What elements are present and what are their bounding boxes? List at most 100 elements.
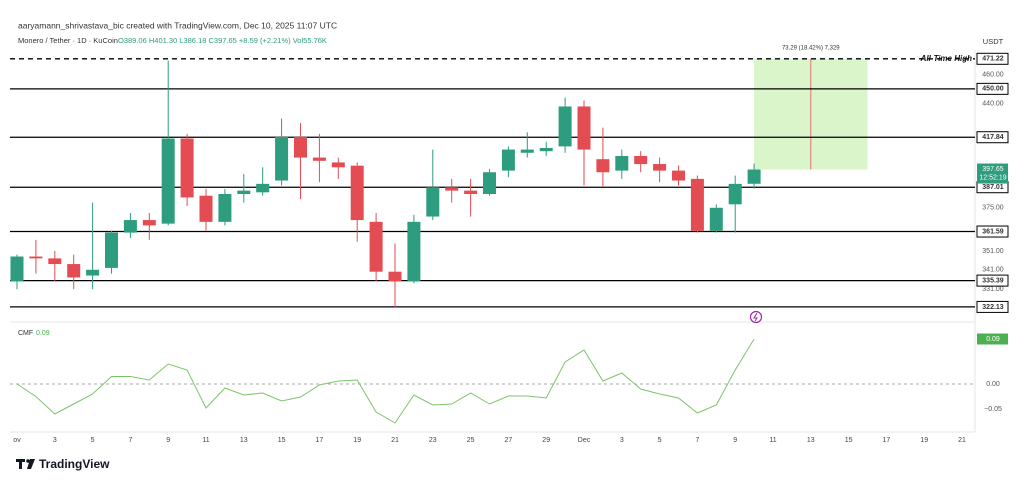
y-tick-label: 460.00 xyxy=(982,71,1004,78)
x-tick-label: 21 xyxy=(958,437,966,444)
x-tick-label: 3 xyxy=(53,437,57,444)
x-tick-label: 29 xyxy=(542,437,550,444)
x-tick-label: 19 xyxy=(353,437,361,444)
x-tick-label: ov xyxy=(13,437,21,444)
level-box xyxy=(976,274,1009,287)
ohlc: O389.06 H401.30 L386.18 C397.65 +8.59 (+… xyxy=(118,36,327,45)
candle-body xyxy=(256,183,270,193)
candle-body xyxy=(728,183,742,205)
candle-body xyxy=(10,256,24,282)
candle-body xyxy=(388,271,402,282)
cmf-value-box xyxy=(977,333,1008,345)
x-tick-label: 7 xyxy=(128,437,132,444)
candle-body xyxy=(464,190,478,195)
cmf-value-label: 0.09 xyxy=(986,336,1000,343)
candle-body xyxy=(634,155,648,165)
x-tick-label: 13 xyxy=(240,437,248,444)
brand: TradingView xyxy=(39,457,110,471)
level-box xyxy=(976,52,1009,65)
candle-body xyxy=(407,221,421,282)
x-tick-label: 15 xyxy=(278,437,286,444)
currency: USDT xyxy=(983,37,1004,46)
candle-body xyxy=(29,256,43,259)
candle-body xyxy=(275,136,289,181)
candle-body xyxy=(67,264,81,278)
candle-body xyxy=(218,194,232,222)
last-price-label: 397.65 xyxy=(982,166,1004,173)
x-tick-label: 19 xyxy=(920,437,928,444)
candle-body xyxy=(558,106,572,147)
y-tick-label: 331.00 xyxy=(982,286,1004,293)
last-price-box xyxy=(977,163,1008,184)
level-label: 450.00 xyxy=(982,86,1004,93)
x-tick-label: 23 xyxy=(429,437,437,444)
x-tick-label: 9 xyxy=(166,437,170,444)
candle-body xyxy=(48,258,62,265)
candle-body xyxy=(105,232,118,268)
level-box xyxy=(976,300,1009,313)
x-tick-label: 15 xyxy=(845,437,853,444)
event-icon xyxy=(749,310,763,324)
candle-body xyxy=(199,195,213,222)
candle-body xyxy=(426,187,440,217)
candle-body xyxy=(709,207,723,231)
level-label: 471.22 xyxy=(982,56,1004,63)
level-label: 335.39 xyxy=(982,277,1004,284)
x-tick-label: 27 xyxy=(505,437,513,444)
candle-body xyxy=(350,165,364,221)
candle-body xyxy=(596,159,610,173)
candle-body xyxy=(123,220,137,233)
candle-body xyxy=(161,138,175,224)
logo xyxy=(16,459,35,469)
level-box xyxy=(976,82,1009,95)
candle-body xyxy=(615,155,629,171)
x-tick-label: 17 xyxy=(883,437,891,444)
x-tick-label: 5 xyxy=(91,437,95,444)
y-tick-label: 375.00 xyxy=(982,205,1004,212)
x-tick-label: 9 xyxy=(733,437,737,444)
credit: aaryamann_shrivastava_bic created with T… xyxy=(18,20,337,30)
candle-body xyxy=(653,164,667,171)
y2-tick-label: −0.05 xyxy=(984,406,1002,413)
cmf-legend-value: 0.09 xyxy=(36,330,50,337)
candle-body xyxy=(180,138,194,198)
candle-body xyxy=(483,172,496,195)
y-tick-label: 440.00 xyxy=(982,100,1004,107)
x-tick-label: Dec xyxy=(578,437,591,444)
symbol: Monero / Tether · 1D · KuCoin xyxy=(18,36,118,45)
x-tick-label: 17 xyxy=(316,437,324,444)
x-tick-label: 13 xyxy=(807,437,815,444)
candle-body xyxy=(294,136,307,158)
x-tick-label: 7 xyxy=(695,437,699,444)
level-label: 322.13 xyxy=(982,304,1004,311)
candle-body xyxy=(312,157,326,161)
candle-body xyxy=(142,220,156,226)
level-box xyxy=(976,225,1009,238)
x-tick-label: 11 xyxy=(202,437,209,444)
candle-body xyxy=(331,162,345,168)
candle-body xyxy=(237,190,251,195)
y-tick-label: 351.00 xyxy=(982,248,1004,255)
level-label: 361.59 xyxy=(982,228,1004,235)
level-box xyxy=(976,131,1009,144)
candle-body xyxy=(747,169,761,184)
y-tick-label: 341.00 xyxy=(982,267,1004,274)
countdown: 12:52:19 xyxy=(979,174,1006,181)
cmf-line xyxy=(16,338,755,424)
candle-body xyxy=(672,170,685,181)
x-tick-label: 25 xyxy=(467,437,475,444)
x-tick-label: 5 xyxy=(658,437,662,444)
candle-body xyxy=(539,147,553,152)
level-annotation: All-Time High xyxy=(920,54,973,63)
candle-body xyxy=(445,187,459,191)
candle-body xyxy=(577,106,591,150)
level-label: 387.01 xyxy=(982,184,1004,191)
candle-body xyxy=(86,269,100,276)
x-tick-label: 21 xyxy=(391,437,399,444)
candle-body xyxy=(690,178,704,231)
level-label: 417.84 xyxy=(982,134,1004,141)
cmf-legend-name: CMF xyxy=(18,330,33,337)
candle-body xyxy=(369,221,383,272)
x-tick-label: 11 xyxy=(769,437,776,444)
candle-body xyxy=(520,149,534,153)
